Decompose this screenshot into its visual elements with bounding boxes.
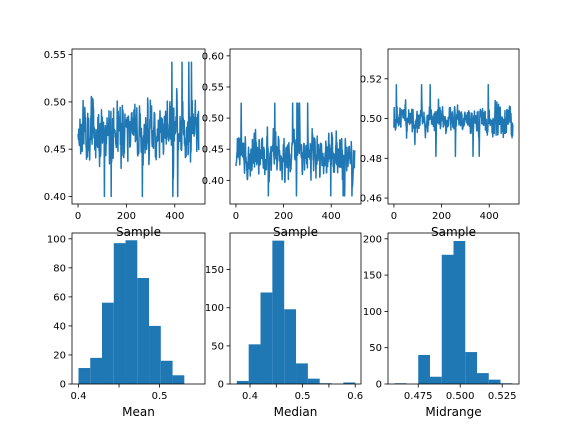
hist-mean-bar <box>90 357 103 384</box>
trace-midrange-x-tick-label: 200 <box>432 211 451 222</box>
hist-median-axes: 0.4 0.5 0.6 0 50 100 150 Median <box>205 232 363 419</box>
hist-mean-y-tick-label: 20 <box>53 350 66 361</box>
trace-midrange-y-tick-label: 0.50 <box>360 114 382 125</box>
hist-midrange-y-tick-label: 150 <box>363 271 382 282</box>
hist-midrange-xlabel: Midrange <box>425 405 481 419</box>
trace-mean-frame <box>71 48 206 205</box>
hist-midrange-x-tick-label: 0.500 <box>446 391 475 402</box>
trace-mean-x-tick-label: 0 <box>75 211 81 222</box>
hist-median-y-tick-label: 50 <box>211 341 224 352</box>
trace-midrange-plot-area <box>393 84 514 158</box>
trace-midrange-xlabel: Sample <box>431 225 476 239</box>
trace-midrange-x-tick-label: 400 <box>480 211 499 222</box>
hist-midrange-y-tick-label: 50 <box>369 343 382 354</box>
trace-median-xlabel: Sample <box>273 225 318 239</box>
trace-midrange-x-tick-label: 0 <box>391 211 397 222</box>
hist-midrange-y-tick-label: 200 <box>363 234 382 245</box>
hist-mean-y-tick-label: 0 <box>60 380 66 391</box>
hist-median-bar <box>248 344 261 384</box>
trace-median-y-tick-label: 0.45 <box>202 145 224 156</box>
hist-mean-x-tick-label: 0.5 <box>152 391 168 402</box>
hist-median-bar <box>272 240 285 384</box>
hist-mean-axes: 0.4 0.5 0 20 40 60 80 100 Mean <box>47 232 206 419</box>
trace-midrange-y-tick-label: 0.52 <box>360 74 382 85</box>
trace-median-y-tick-label: 0.40 <box>202 176 224 187</box>
hist-midrange-frame <box>387 232 520 385</box>
hist-median-frame <box>229 232 362 385</box>
hist-midrange-bar <box>429 376 442 384</box>
hist-median-plot-area <box>236 240 356 384</box>
trace-midrange-y-tick-label: 0.46 <box>360 194 382 205</box>
hist-mean-bar <box>149 325 161 384</box>
hist-mean-bar <box>113 243 126 384</box>
hist-mean-bar <box>160 360 173 384</box>
hist-mean-xlabel: Mean <box>122 405 155 419</box>
hist-median-y-tick-label: 0 <box>218 380 224 391</box>
hist-midrange-axes: 0.475 0.500 0.525 0 50 100 150 200 Midrange <box>363 232 520 419</box>
trace-median-y-tick-label: 0.60 <box>202 51 224 62</box>
trace-mean-xlabel: Sample <box>116 225 161 239</box>
hist-mean-y-tick-label: 100 <box>47 234 66 245</box>
hist-mean-y-tick-label: 60 <box>53 292 66 303</box>
trace-median-series-line <box>235 102 356 197</box>
hist-median-bar <box>260 292 273 384</box>
hist-midrange-bar <box>465 352 478 384</box>
hist-mean-plot-area <box>78 240 185 384</box>
hist-mean-x-tick-label: 0.4 <box>71 391 87 402</box>
trace-midrange-series-line <box>393 84 514 158</box>
trace-mean-y-tick-label: 0.55 <box>44 50 66 61</box>
trace-mean-x-tick-label: 400 <box>165 211 184 222</box>
hist-midrange-plot-area <box>394 240 513 384</box>
hist-midrange-bar <box>441 254 454 384</box>
trace-median-frame <box>229 48 362 205</box>
trace-mean-y-tick-label: 0.40 <box>44 192 66 203</box>
hist-mean-bar <box>125 240 138 384</box>
trace-midrange-y-tick-label: 0.48 <box>360 154 382 165</box>
hist-mean-frame <box>71 232 206 385</box>
hist-mean-bar <box>102 302 114 384</box>
trace-mean-plot-area <box>77 61 200 198</box>
hist-mean-bar <box>172 375 185 384</box>
hist-median-x-tick-label: 0.5 <box>295 391 311 402</box>
trace-median-axes: 0 200 400 0.40 0.45 0.50 0.55 0.60 Sample <box>202 48 362 239</box>
trace-median-y-tick-label: 0.55 <box>202 82 224 93</box>
hist-median-y-tick-label: 150 <box>205 265 224 276</box>
trace-mean-y-tick-label: 0.45 <box>44 145 66 156</box>
hist-median-bar <box>307 378 320 384</box>
trace-midrange-frame <box>387 48 520 205</box>
hist-midrange-bar <box>418 354 430 384</box>
hist-mean-bar <box>78 368 91 384</box>
hist-median-x-tick-label: 0.4 <box>242 391 258 402</box>
hist-mean-y-tick-label: 40 <box>53 321 66 332</box>
trace-mean-x-tick-label: 200 <box>117 211 136 222</box>
trace-mean-series-line <box>77 61 200 198</box>
hist-midrange-y-tick-label: 100 <box>363 307 382 318</box>
trace-median-x-tick-label: 400 <box>322 211 341 222</box>
hist-midrange-x-tick-label: 0.525 <box>488 391 517 402</box>
trace-midrange-axes: 0 200 400 0.46 0.48 0.50 0.52 Sample <box>360 48 520 239</box>
hist-median-bar <box>236 380 249 384</box>
trace-mean-y-tick-label: 0.50 <box>44 97 66 108</box>
hist-median-y-tick-label: 100 <box>205 303 224 314</box>
hist-midrange-x-tick-label: 0.475 <box>404 391 433 402</box>
hist-median-x-tick-label: 0.6 <box>347 391 363 402</box>
trace-median-x-tick-label: 200 <box>274 211 293 222</box>
trace-median-x-tick-label: 0 <box>233 211 239 222</box>
hist-midrange-bar <box>453 240 466 384</box>
hist-median-bar <box>284 309 297 384</box>
hist-median-bar <box>296 363 308 384</box>
trace-median-y-tick-label: 0.50 <box>202 114 224 125</box>
trace-median-plot-area <box>235 102 356 197</box>
hist-median-bar <box>343 382 356 384</box>
hist-mean-y-tick-label: 80 <box>53 263 66 274</box>
hist-median-xlabel: Median <box>274 405 318 419</box>
hist-midrange-bar <box>488 379 501 384</box>
trace-mean-axes: 0 200 400 0.40 0.45 0.50 0.55 Sample <box>44 48 206 239</box>
hist-midrange-y-tick-label: 0 <box>376 380 382 391</box>
hist-mean-bar <box>137 278 150 384</box>
hist-midrange-bar <box>477 373 489 384</box>
